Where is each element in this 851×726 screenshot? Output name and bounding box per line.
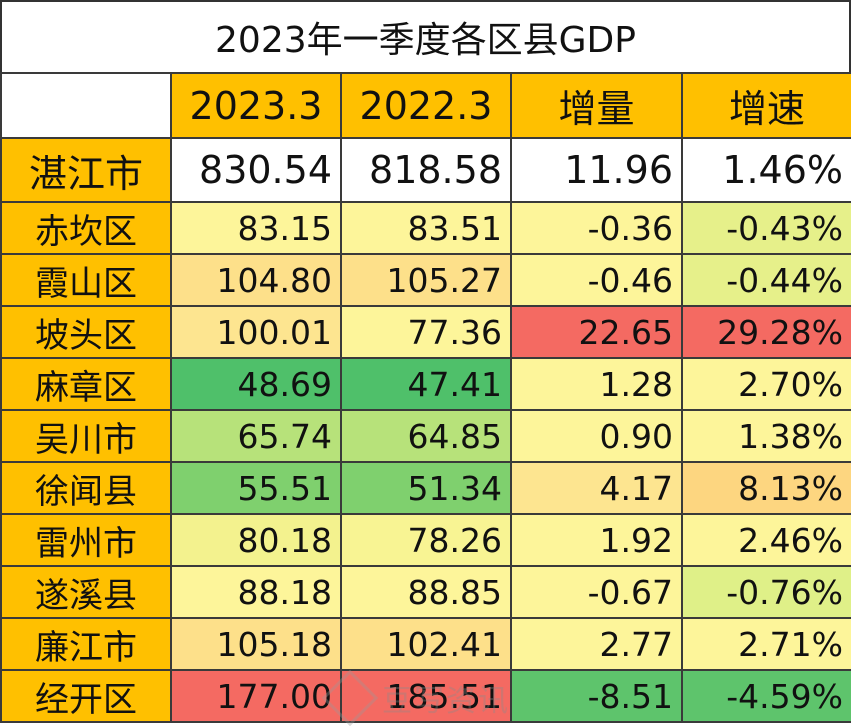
value-2022-cell: 47.41 [340, 357, 512, 411]
growth-rate-cell: -4.59% [681, 669, 851, 723]
value-2023-cell: 83.15 [170, 201, 342, 255]
growth-rate-cell: -0.43% [681, 201, 851, 255]
region-name-cell: 湛江市 [0, 137, 172, 203]
header-growth-rate: 增速 [681, 72, 851, 139]
value-2022-cell: 51.34 [340, 461, 512, 515]
increment-cell: 11.96 [510, 137, 683, 203]
region-name-cell: 坡头区 [0, 305, 172, 359]
value-2022-cell: 78.26 [340, 513, 512, 567]
header-blank-cell [0, 72, 172, 139]
region-name-cell: 遂溪县 [0, 565, 172, 619]
value-2023-cell: 104.80 [170, 253, 342, 307]
value-2022-cell: 77.36 [340, 305, 512, 359]
increment-cell: 0.90 [510, 409, 683, 463]
value-2023-cell: 105.18 [170, 617, 342, 671]
value-2023-cell: 88.18 [170, 565, 342, 619]
growth-rate-cell: 1.46% [681, 137, 851, 203]
header-increment: 增量 [510, 72, 683, 139]
region-name-cell: 赤坎区 [0, 201, 172, 255]
increment-cell: -0.46 [510, 253, 683, 307]
region-name-cell: 吴川市 [0, 409, 172, 463]
value-2022-cell: 105.27 [340, 253, 512, 307]
table-row: 湛江市 830.54 818.58 11.96 1.46% [0, 137, 851, 203]
increment-cell: 22.65 [510, 305, 683, 359]
table-row: 经开区 177.00 185.51 -8.51 -4.59% [0, 669, 851, 723]
chart-title: 2023年一季度各区县GDP [0, 0, 851, 72]
value-2023-cell: 830.54 [170, 137, 342, 203]
header-2023: 2023.3 [170, 72, 342, 139]
value-2022-cell: 88.85 [340, 565, 512, 619]
value-2022-cell: 185.51 [340, 669, 512, 723]
value-2022-cell: 818.58 [340, 137, 512, 203]
growth-rate-cell: -0.76% [681, 565, 851, 619]
region-name-cell: 廉江市 [0, 617, 172, 671]
value-2022-cell: 83.51 [340, 201, 512, 255]
table-row: 坡头区 100.01 77.36 22.65 29.28% [0, 305, 851, 359]
growth-rate-cell: 2.71% [681, 617, 851, 671]
table-row: 雷州市 80.18 78.26 1.92 2.46% [0, 513, 851, 567]
increment-cell: 4.17 [510, 461, 683, 515]
header-row: 2023.3 2022.3 增量 增速 [0, 72, 851, 139]
growth-rate-cell: 2.70% [681, 357, 851, 411]
growth-rate-cell: -0.44% [681, 253, 851, 307]
increment-cell: 2.77 [510, 617, 683, 671]
table-row: 吴川市 65.74 64.85 0.90 1.38% [0, 409, 851, 463]
region-name-cell: 雷州市 [0, 513, 172, 567]
region-name-cell: 徐闻县 [0, 461, 172, 515]
growth-rate-cell: 29.28% [681, 305, 851, 359]
table-row: 赤坎区 83.15 83.51 -0.36 -0.43% [0, 201, 851, 255]
value-2023-cell: 48.69 [170, 357, 342, 411]
value-2023-cell: 80.18 [170, 513, 342, 567]
table-row: 霞山区 104.80 105.27 -0.46 -0.44% [0, 253, 851, 307]
table-row: 麻章区 48.69 47.41 1.28 2.70% [0, 357, 851, 411]
growth-rate-cell: 2.46% [681, 513, 851, 567]
value-2023-cell: 177.00 [170, 669, 342, 723]
value-2022-cell: 102.41 [340, 617, 512, 671]
value-2023-cell: 65.74 [170, 409, 342, 463]
value-2023-cell: 100.01 [170, 305, 342, 359]
region-name-cell: 霞山区 [0, 253, 172, 307]
region-name-cell: 麻章区 [0, 357, 172, 411]
increment-cell: -0.67 [510, 565, 683, 619]
header-2022: 2022.3 [340, 72, 512, 139]
value-2022-cell: 64.85 [340, 409, 512, 463]
table-row: 遂溪县 88.18 88.85 -0.67 -0.76% [0, 565, 851, 619]
table-row: 廉江市 105.18 102.41 2.77 2.71% [0, 617, 851, 671]
increment-cell: 1.92 [510, 513, 683, 567]
growth-rate-cell: 8.13% [681, 461, 851, 515]
increment-cell: -8.51 [510, 669, 683, 723]
increment-cell: -0.36 [510, 201, 683, 255]
region-name-cell: 经开区 [0, 669, 172, 723]
growth-rate-cell: 1.38% [681, 409, 851, 463]
increment-cell: 1.28 [510, 357, 683, 411]
table-row: 徐闻县 55.51 51.34 4.17 8.13% [0, 461, 851, 515]
gdp-table: 2023.3 2022.3 增量 增速 湛江市 830.54 818.58 11.96… [0, 72, 851, 723]
value-2023-cell: 55.51 [170, 461, 342, 515]
